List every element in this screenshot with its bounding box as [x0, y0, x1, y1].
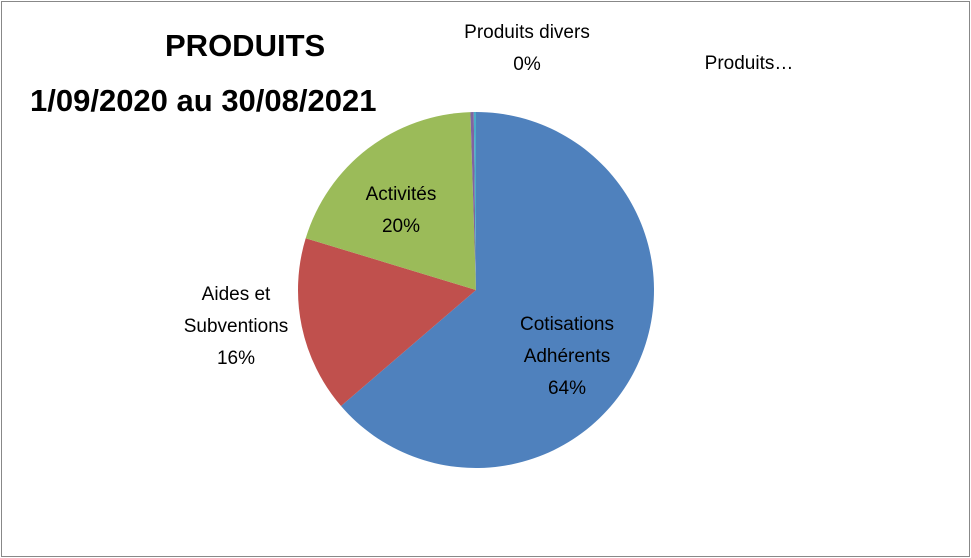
pie-slice	[298, 238, 476, 407]
chart-title: PRODUITS	[165, 28, 326, 63]
slice-value: 64%	[547, 378, 587, 399]
slice-category: Cotisations Adhérents	[520, 314, 614, 367]
slice-value: 16%	[216, 348, 256, 369]
slice-value: 0%	[513, 54, 541, 75]
slice-label: Aides et Subventions 16%	[171, 279, 301, 375]
pie-slice	[305, 112, 476, 290]
slice-label: Produits divers 0%	[427, 17, 627, 81]
pie-slice	[473, 112, 476, 290]
slice-category: Produits divers	[464, 22, 590, 43]
slice-value: 20%	[381, 216, 421, 237]
slice-label: Produits…	[649, 48, 849, 80]
slice-category: Activités	[365, 184, 437, 205]
slice-label: Cotisations Adhérents 64%	[502, 309, 632, 405]
pie-slice	[341, 112, 654, 469]
slice-category: Produits…	[704, 53, 794, 74]
chart-subtitle: 1/09/2020 au 30/08/2021	[30, 83, 377, 118]
pie-slice	[470, 112, 476, 290]
slice-label: Activités 20%	[336, 179, 466, 243]
slice-category: Aides et Subventions	[183, 284, 289, 337]
